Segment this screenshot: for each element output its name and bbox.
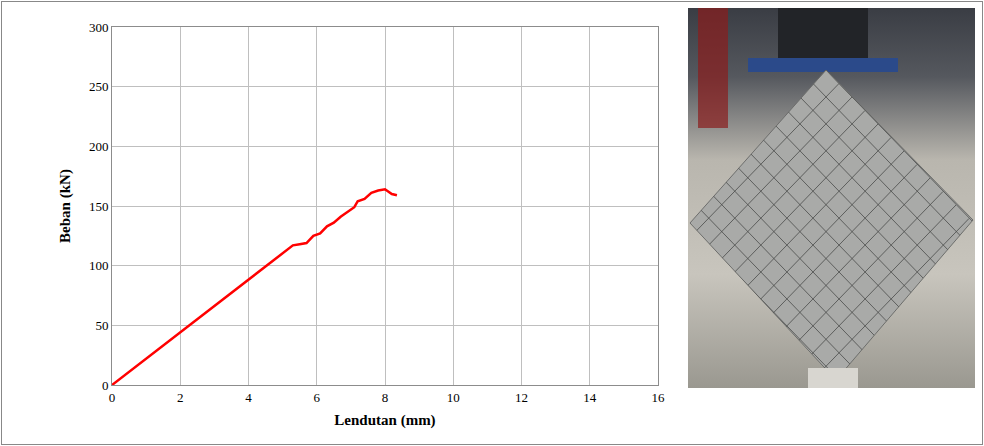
svg-text:2: 2 xyxy=(177,390,184,405)
svg-text:8: 8 xyxy=(382,390,389,405)
svg-text:12: 12 xyxy=(515,390,528,405)
svg-text:250: 250 xyxy=(89,79,109,94)
svg-text:16: 16 xyxy=(652,390,666,405)
svg-text:300: 300 xyxy=(89,20,109,35)
svg-text:10: 10 xyxy=(447,390,460,405)
svg-text:14: 14 xyxy=(583,390,597,405)
svg-text:150: 150 xyxy=(89,199,109,214)
svg-text:0: 0 xyxy=(109,390,116,405)
svg-text:4: 4 xyxy=(245,390,252,405)
svg-text:Lendutan (mm): Lendutan (mm) xyxy=(334,412,435,429)
svg-text:200: 200 xyxy=(89,139,109,154)
svg-text:6: 6 xyxy=(314,390,321,405)
svg-text:100: 100 xyxy=(89,258,109,273)
svg-text:0: 0 xyxy=(102,378,109,393)
svg-text:50: 50 xyxy=(95,318,108,333)
svg-text:Beban (kN): Beban (kN) xyxy=(57,169,74,243)
